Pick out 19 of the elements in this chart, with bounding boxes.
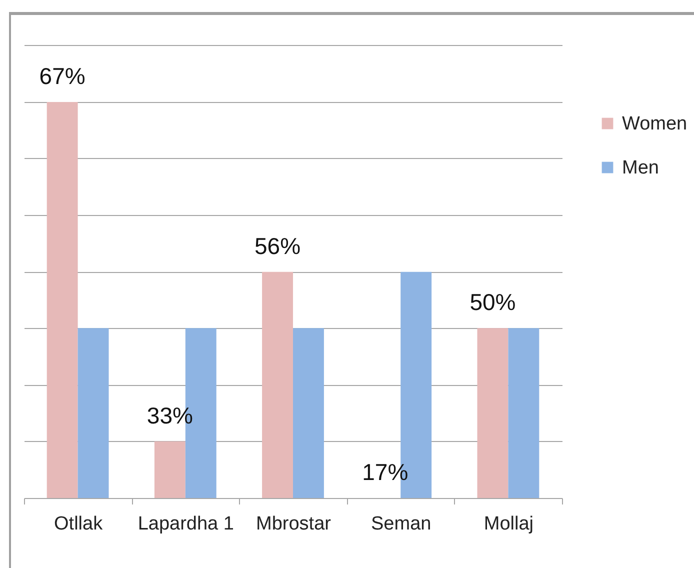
annotation: 67% bbox=[39, 63, 86, 90]
annotation: 50% bbox=[470, 289, 516, 316]
bar bbox=[293, 328, 324, 498]
x-tick-label: Otllak bbox=[54, 514, 104, 534]
bar bbox=[46, 102, 78, 498]
x-tick-label: Mollaj bbox=[484, 514, 534, 534]
x-tick-label: Lapardha 1 bbox=[138, 514, 234, 534]
legend-label: Women bbox=[622, 114, 688, 134]
bar bbox=[154, 441, 186, 498]
annotation: 56% bbox=[254, 232, 301, 259]
bar bbox=[508, 328, 540, 498]
x-tick-label: Seman bbox=[371, 514, 432, 534]
x-tick-label: Mbrostar bbox=[256, 514, 332, 534]
bar bbox=[477, 328, 508, 498]
legend-label: Men bbox=[622, 158, 659, 178]
annotation: 17% bbox=[362, 459, 408, 485]
bar bbox=[262, 272, 293, 498]
annotation: 33% bbox=[146, 402, 193, 428]
bar bbox=[78, 328, 109, 498]
